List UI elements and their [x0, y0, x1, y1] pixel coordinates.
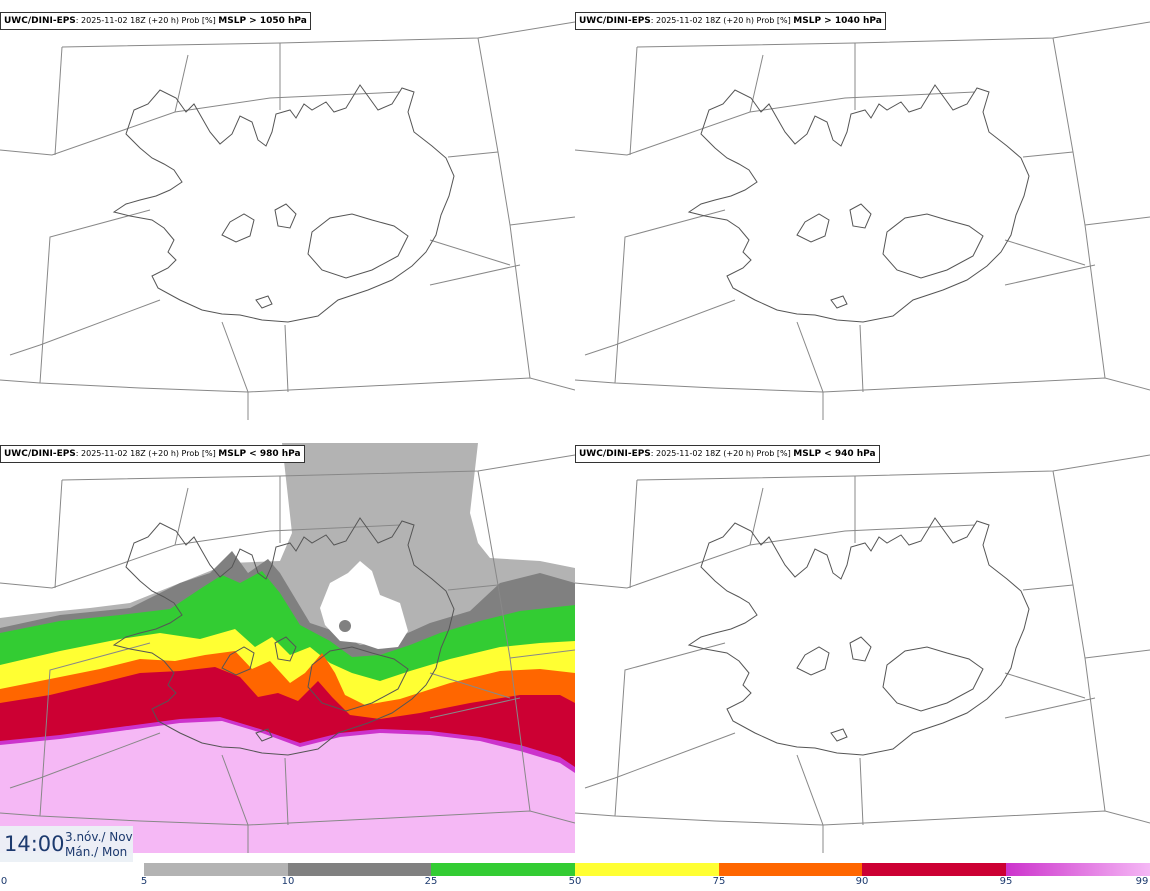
valid-time-box: 14:00 3.nóv./ Nov Mán./ Mon [0, 826, 133, 862]
legend-swatch-10-25 [288, 863, 431, 876]
panel-title: UWC/DINI-EPS: 2025-11-02 18Z (+20 h) Pro… [575, 12, 886, 30]
legend-tick-75: 75 [712, 876, 726, 887]
threshold-label: MSLP > 1040 hPa [793, 16, 882, 26]
probability-legend: 0 5 10 25 50 75 90 95 99 [0, 862, 1150, 891]
model-name: UWC/DINI-EPS [4, 449, 76, 459]
threshold-label: MSLP < 980 hPa [218, 449, 301, 459]
model-name: UWC/DINI-EPS [579, 16, 651, 26]
run-info: : 2025-11-02 18Z (+20 h) Prob [%] [650, 16, 794, 25]
panel-title: UWC/DINI-EPS: 2025-11-02 18Z (+20 h) Pro… [0, 445, 305, 463]
map-panel-mslp-lt-940: UWC/DINI-EPS: 2025-11-02 18Z (+20 h) Pro… [575, 433, 1150, 853]
map-canvas [575, 21, 1150, 420]
map-panel-mslp-gt-1040: UWC/DINI-EPS: 2025-11-02 18Z (+20 h) Pro… [575, 0, 1150, 420]
legend-tick-10: 10 [281, 876, 295, 887]
legend-swatch-5-10 [144, 863, 288, 876]
legend-tick-0: 0 [0, 876, 8, 887]
map-panel-mslp-lt-980: UWC/DINI-EPS: 2025-11-02 18Z (+20 h) Pro… [0, 433, 575, 853]
panel-title: UWC/DINI-EPS: 2025-11-02 18Z (+20 h) Pro… [0, 12, 311, 30]
prob-band-99 [0, 721, 575, 853]
legend-swatch-25-50 [431, 863, 575, 876]
legend-tick-25: 25 [424, 876, 438, 887]
threshold-label: MSLP > 1050 hPa [218, 16, 307, 26]
run-info: : 2025-11-02 18Z (+20 h) Prob [%] [75, 16, 219, 25]
valid-weekday: Mán./ Mon [65, 845, 128, 859]
model-name: UWC/DINI-EPS [4, 16, 76, 26]
legend-tick-95: 95 [999, 876, 1013, 887]
legend-tick-50: 50 [568, 876, 582, 887]
valid-date: 3.nóv./ Nov [65, 830, 133, 844]
legend-swatch-90-95 [862, 863, 1006, 876]
run-info: : 2025-11-02 18Z (+20 h) Prob [%] [650, 449, 794, 458]
run-info: : 2025-11-02 18Z (+20 h) Prob [%] [75, 449, 219, 458]
map-canvas [575, 454, 1150, 853]
map-canvas [0, 443, 575, 853]
map-panel-mslp-gt-1050: UWC/DINI-EPS: 2025-11-02 18Z (+20 h) Pro… [0, 0, 575, 420]
model-name: UWC/DINI-EPS [579, 449, 651, 459]
legend-swatch-50-75 [575, 863, 719, 876]
legend-tick-5: 5 [140, 876, 148, 887]
legend-tick-99: 99 [1135, 876, 1149, 887]
legend-swatch-95-99 [1006, 863, 1150, 876]
panel-title: UWC/DINI-EPS: 2025-11-02 18Z (+20 h) Pro… [575, 445, 880, 463]
map-canvas [0, 21, 575, 420]
valid-time: 14:00 [4, 832, 65, 856]
legend-tick-90: 90 [855, 876, 869, 887]
legend-swatch-75-90 [719, 863, 862, 876]
threshold-label: MSLP < 940 hPa [793, 449, 876, 459]
